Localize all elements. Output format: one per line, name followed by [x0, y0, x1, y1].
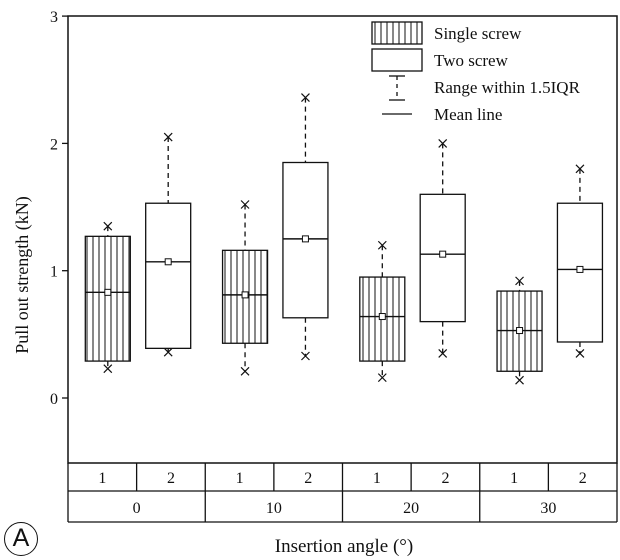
whisker-end-marker [515, 375, 524, 385]
legend-item-two: Two screw [371, 48, 509, 72]
subgroup-label: 2 [167, 470, 175, 487]
legend-item-mean: Mean line [382, 105, 502, 124]
single-screw-box [221, 200, 269, 376]
whisker-end-marker [103, 364, 113, 374]
legend-label: Single screw [434, 24, 522, 43]
panel-label: A [4, 522, 38, 556]
group-label: 10 [266, 500, 282, 517]
group-label: 30 [540, 500, 556, 517]
whisker-end-marker [301, 93, 310, 102]
mean-marker [241, 291, 249, 299]
group-label: 20 [403, 500, 419, 517]
whisker-end-marker [575, 164, 585, 174]
legend-label: Two screw [434, 51, 509, 70]
subgroup-label: 1 [373, 470, 381, 487]
subgroup-label: 1 [510, 470, 518, 487]
whisker-end-marker [377, 373, 387, 383]
two-screw-box [556, 164, 604, 358]
iqr-box [221, 249, 269, 344]
two-screw-box [419, 138, 466, 358]
iqr-box [419, 193, 466, 323]
single-screw-box [359, 240, 406, 383]
whisker-end-marker [575, 349, 585, 358]
mean-marker [104, 288, 112, 296]
mean-marker [439, 250, 447, 258]
whisker-end-marker [515, 276, 524, 286]
whisker-end-marker [301, 351, 310, 361]
subgroup-label: 1 [98, 470, 106, 487]
mean-marker [378, 313, 386, 321]
iqr-box [145, 202, 192, 350]
legend-item-range: Range within 1.5IQR [389, 75, 581, 101]
subgroup-label: 2 [579, 470, 587, 487]
legend-label: Range within 1.5IQR [434, 78, 581, 97]
legend: Single screw Two screw Range within 1.5IQR… [371, 21, 581, 124]
iqr-box [84, 235, 131, 362]
y-tick-label: 1 [50, 264, 58, 281]
whisker-end-marker [163, 347, 173, 357]
legend-swatch [371, 21, 423, 45]
single-screw-box [496, 276, 543, 385]
mean-marker [301, 235, 309, 243]
x-axis-label: Insertion angle (°) [275, 536, 413, 557]
legend-swatch [371, 48, 423, 72]
mean-marker [164, 258, 172, 266]
whisker-end-marker [240, 366, 250, 376]
whisker-end-marker [103, 221, 113, 231]
subgroup-label: 1 [236, 470, 244, 487]
group-label: 0 [133, 500, 141, 517]
mean-marker [516, 327, 524, 335]
whisker-end-marker [438, 349, 448, 358]
y-tick-label: 0 [50, 391, 58, 408]
subgroup-label: 2 [441, 470, 449, 487]
legend-item-single: Single screw [371, 21, 522, 45]
whisker-end-marker [240, 200, 250, 209]
whisker-end-marker [377, 240, 387, 250]
subgroup-label: 2 [304, 470, 312, 487]
whisker-end-marker [163, 132, 173, 142]
mean-marker [576, 265, 584, 273]
y-tick-label: 2 [50, 136, 58, 153]
y-tick-label: 3 [50, 9, 58, 26]
two-screw-box [282, 93, 329, 361]
legend-label: Mean line [434, 105, 502, 124]
whisker-end-marker [438, 138, 448, 148]
y-axis-label: Pull out strength (kN) [12, 196, 33, 354]
two-screw-box [145, 132, 192, 357]
single-screw-box [84, 221, 131, 374]
box-plots [84, 93, 604, 385]
